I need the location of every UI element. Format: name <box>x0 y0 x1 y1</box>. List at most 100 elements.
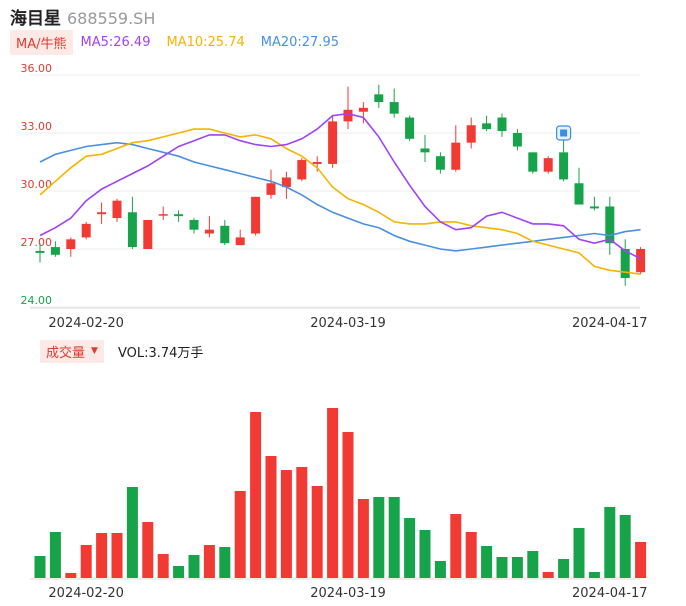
candle-body <box>189 220 199 230</box>
volume-bar <box>419 530 431 578</box>
volume-bar <box>265 456 277 578</box>
volume-bar <box>604 507 616 578</box>
volume-bar <box>219 547 231 578</box>
candle-body <box>66 239 76 249</box>
candle-body <box>143 220 153 249</box>
volume-bar <box>450 514 462 578</box>
candle-body <box>343 109 353 122</box>
volume-bar <box>188 555 200 578</box>
candle-body <box>281 177 291 188</box>
candle-body <box>297 160 307 180</box>
volume-bar <box>49 532 61 578</box>
candle-body <box>220 225 230 244</box>
volume-bar <box>542 572 554 578</box>
volume-bar <box>404 518 416 578</box>
y-tick-label: 27.00 <box>21 236 53 249</box>
volume-bar <box>126 487 138 578</box>
event-marker-icon[interactable] <box>555 125 572 141</box>
candle-body <box>528 152 538 172</box>
volume-bar <box>465 532 477 578</box>
volume-x-tick-label: 2024-03-19 <box>310 586 386 601</box>
candle-body <box>405 117 415 139</box>
volume-x-tick-label: 2024-04-17 <box>572 586 648 601</box>
candle-body <box>35 250 45 253</box>
candle-body <box>158 214 168 216</box>
candle-body <box>251 196 261 234</box>
volume-bar <box>173 566 185 578</box>
x-tick-label: 2024-02-20 <box>48 316 124 331</box>
stock-name: 海目星 <box>10 9 61 29</box>
ma5-line <box>39 112 641 260</box>
candle-body <box>466 125 476 143</box>
volume-bar <box>635 542 647 578</box>
candle-body <box>512 133 522 147</box>
stock-code: 688559.SH <box>67 9 156 28</box>
candle-body <box>81 223 91 238</box>
volume-bar <box>342 432 354 578</box>
volume-bar <box>234 491 246 578</box>
volume-bar <box>111 533 123 578</box>
volume-bar <box>588 572 600 578</box>
ma10-line <box>39 128 641 275</box>
volume-bar <box>511 557 523 578</box>
ma20-line <box>39 141 641 252</box>
candle-body <box>574 183 584 205</box>
volume-bar <box>296 467 308 578</box>
y-tick-label: 24.00 <box>21 294 53 307</box>
volume-bar <box>311 486 323 578</box>
volume-bar <box>496 557 508 578</box>
stock-header: 海目星 688559.SH <box>10 4 156 29</box>
ma10-legend: MA10:25.74 <box>166 34 245 50</box>
volume-bar <box>357 499 369 578</box>
candle-body <box>204 229 214 234</box>
y-tick-label: 36.00 <box>21 62 53 75</box>
candle-body <box>435 156 445 170</box>
candle-body <box>620 249 630 278</box>
volume-tag-label: 成交量 <box>46 345 86 361</box>
volume-bar <box>250 412 262 578</box>
volume-bar <box>481 546 493 578</box>
volume-bar <box>280 470 292 578</box>
candle-body <box>266 183 276 195</box>
candle-body <box>235 237 245 246</box>
candle-body <box>605 206 615 244</box>
volume-bar <box>434 561 446 578</box>
candle-body <box>482 123 492 130</box>
volume-value: VOL:3.74万手 <box>117 345 204 361</box>
candle-body <box>50 247 60 255</box>
ma5-legend: MA5:26.49 <box>80 34 151 50</box>
caret-down-icon: ▼ <box>91 346 98 356</box>
volume-indicator-selector[interactable]: 成交量 ▼ <box>40 339 104 363</box>
volume-bar <box>373 497 385 578</box>
volume-bar <box>34 556 46 578</box>
x-tick-label: 2024-03-19 <box>310 316 386 331</box>
volume-bar <box>573 528 585 578</box>
candle-body <box>636 249 646 273</box>
volume-bar <box>96 533 108 578</box>
volume-bar <box>65 573 77 578</box>
y-tick-label: 30.00 <box>21 178 53 191</box>
volume-bar <box>80 545 92 578</box>
y-tick-label: 33.00 <box>21 120 53 133</box>
candle-body <box>97 212 107 215</box>
volume-bar <box>327 408 339 578</box>
candle-body <box>174 214 184 217</box>
volume-bar <box>157 554 169 578</box>
candle-body <box>112 200 122 219</box>
candle-body <box>127 212 137 248</box>
candle-body <box>328 121 338 164</box>
volume-bar <box>142 522 154 578</box>
ma20-legend: MA20:27.95 <box>260 34 339 50</box>
ma-legend: MA/牛熊 MA5:26.49 MA10:25.74 MA20:27.95 <box>10 29 355 55</box>
ma-indicator-selector[interactable]: MA/牛熊 <box>10 29 73 55</box>
candle-body <box>374 94 384 103</box>
volume-bar <box>388 497 400 578</box>
candle-body <box>358 107 368 112</box>
candle-body <box>312 162 322 164</box>
candle-body <box>497 117 507 132</box>
x-tick-label: 2024-04-17 <box>572 316 648 331</box>
candle-body <box>543 158 553 172</box>
candle-body <box>559 152 569 180</box>
candle-body <box>451 142 461 170</box>
